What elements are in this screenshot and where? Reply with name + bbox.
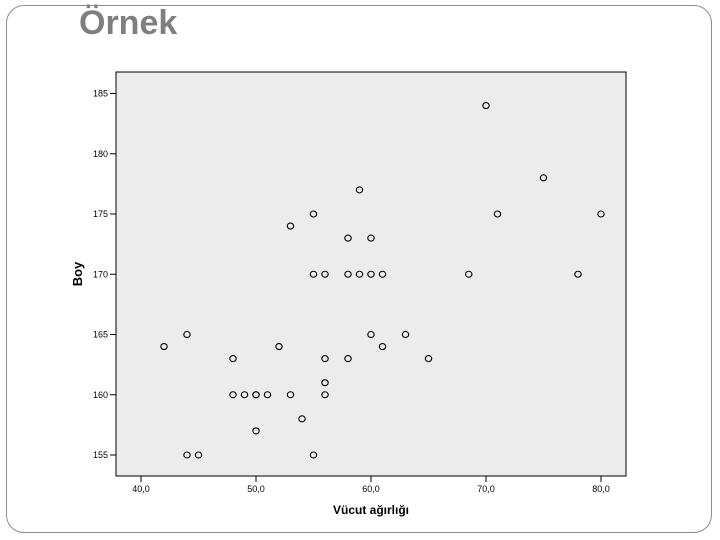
y-axis-label: Boy: [70, 261, 85, 286]
y-tick-label: 170: [93, 269, 108, 279]
data-point: [309, 451, 318, 459]
data-point: [539, 174, 548, 182]
data-point: [240, 391, 249, 399]
data-point: [367, 234, 375, 242]
data-point: [229, 355, 237, 363]
data-point: [378, 342, 387, 351]
slide-title: Örnek: [79, 4, 178, 42]
data-point: [194, 451, 203, 459]
data-point: [252, 427, 260, 435]
data-point: [367, 330, 375, 339]
data-point: [321, 391, 329, 399]
data-point: [367, 270, 375, 278]
data-point: [344, 234, 352, 242]
x-tick-label: 40,0: [132, 484, 150, 494]
x-tick-label: 50,0: [247, 484, 265, 494]
plot-area: [115, 71, 627, 477]
x-tick-label: 60,0: [362, 484, 380, 494]
data-point: [309, 270, 318, 278]
data-point: [309, 210, 318, 218]
data-point: [482, 102, 490, 110]
y-axis: 155 160 165 170 175 180 185: [93, 89, 116, 460]
data-point: [574, 270, 582, 278]
data-point: [275, 342, 283, 351]
y-tick-label: 155: [93, 450, 108, 460]
data-point: [493, 210, 502, 218]
data-point: [378, 270, 387, 278]
y-tick-label: 165: [93, 330, 108, 340]
data-point: [355, 270, 364, 278]
data-point: [401, 330, 410, 339]
data-point: [321, 379, 329, 387]
data-point: [344, 270, 352, 278]
y-tick-label: 180: [93, 149, 108, 159]
x-axis: 40,0 50,0 60,0 70,0 80,0: [132, 476, 610, 494]
x-axis-label: Vücut ağırlığı: [333, 503, 409, 517]
y-tick-label: 160: [93, 390, 108, 400]
y-tick-label: 175: [93, 209, 108, 219]
data-point: [424, 355, 433, 363]
data-point: [183, 451, 191, 459]
data-point: [286, 222, 295, 230]
data-point: [355, 186, 364, 194]
data-point: [183, 330, 191, 339]
data-point: [344, 355, 352, 363]
data-point: [321, 355, 329, 363]
data-point: [464, 270, 473, 278]
x-tick-label: 70,0: [477, 484, 495, 494]
data-point: [252, 391, 260, 399]
data-point: [298, 415, 306, 423]
data-point: [263, 391, 272, 399]
data-points: [160, 102, 605, 459]
x-tick-label: 80,0: [592, 484, 610, 494]
data-point: [160, 342, 168, 351]
data-point: [597, 210, 605, 218]
data-point: [286, 391, 295, 399]
data-point: [229, 391, 237, 399]
y-tick-label: 185: [93, 89, 108, 99]
data-point: [321, 270, 329, 278]
